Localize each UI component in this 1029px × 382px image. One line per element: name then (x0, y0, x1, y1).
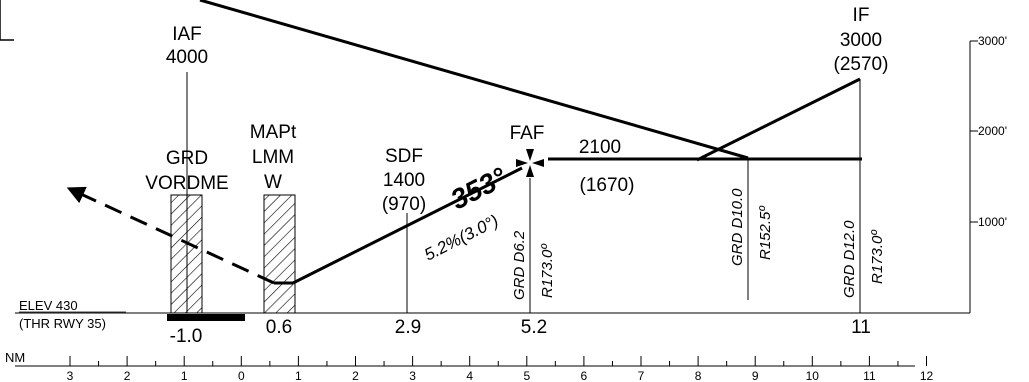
mapt-hatch (263, 194, 296, 314)
altitude-tick-label: 2000' (978, 124, 1007, 138)
if-descent-track (696, 77, 861, 162)
distance-label: 5.2 (521, 317, 547, 338)
w-label: W (264, 172, 282, 193)
altitude-tick-label: 1000' (978, 215, 1007, 229)
nm-tick-label: 3 (67, 369, 74, 382)
d10-radial-label: R152.5º (757, 205, 774, 260)
initial-approach-track (199, 0, 749, 160)
sdf-altitude: 1400 (383, 170, 425, 191)
nm-tick-label: 6 (581, 369, 588, 382)
grd-label: GRD (166, 148, 208, 169)
distance-label: 0.6 (266, 317, 292, 338)
mapt-label: MAPt (250, 122, 297, 143)
distance-label: 2.9 (395, 317, 421, 338)
faf-radial-label: R173.0º (539, 243, 556, 298)
nm-tick-label: 11 (863, 369, 876, 382)
nm-tick-label: 2 (124, 369, 131, 382)
sdf-label: SDF (385, 146, 423, 167)
segment-height: (1670) (580, 175, 635, 196)
d12-distance-label: GRD D12.0 (841, 220, 858, 298)
nm-tick-label: 2 (352, 369, 359, 382)
if-altitude: 3000 (840, 30, 882, 51)
nm-tick-label: 9 (752, 369, 759, 382)
nm-tick-label: 3 (409, 369, 416, 382)
lmm-label: LMM (252, 147, 294, 168)
faf-label: FAF (510, 123, 545, 144)
d12-radial-label: R173.0º (869, 229, 886, 284)
nm-tick-label: 5 (523, 369, 530, 382)
nm-tick-label: 7 (638, 369, 645, 382)
nm-scale-ticks: 3 2 1 0 1 2 3 4 5 6 7 8 9 10 11 12 (67, 356, 934, 382)
nm-tick-label: 0 (238, 369, 245, 382)
final-course-label: 353° (446, 161, 512, 215)
nm-tick-label: 4 (466, 369, 473, 382)
nm-tick-label: 10 (806, 369, 820, 382)
iaf-label: IAF (172, 24, 202, 45)
faf-distance-label: GRD D6.2 (511, 230, 528, 300)
elevation-label: ELEV 430 (19, 298, 78, 313)
nm-unit-label: NM (5, 350, 25, 365)
faf-cross-icon (516, 149, 544, 177)
if-height: (2570) (834, 54, 889, 75)
segment-altitude: 2100 (579, 137, 621, 158)
distance-label: -1.0 (170, 326, 203, 347)
altitude-tick-label: 3000' (978, 34, 1007, 48)
threshold-label: (THR RWY 35) (19, 316, 106, 331)
nm-tick-label: 12 (920, 369, 934, 382)
distance-label: 11 (851, 317, 871, 338)
vordme-label: VORDME (145, 173, 228, 194)
d10-distance-label: GRD D10.0 (729, 188, 746, 266)
sdf-height: (970) (382, 194, 426, 215)
descent-gradient-label: 5.2%(3.0°) (421, 211, 501, 264)
iaf-altitude: 4000 (166, 47, 208, 68)
nm-tick-label: 1 (181, 369, 188, 382)
if-label: IF (853, 5, 870, 26)
runway-bar (167, 314, 245, 321)
nm-tick-label: 8 (695, 369, 702, 382)
nm-tick-label: 1 (295, 369, 302, 382)
